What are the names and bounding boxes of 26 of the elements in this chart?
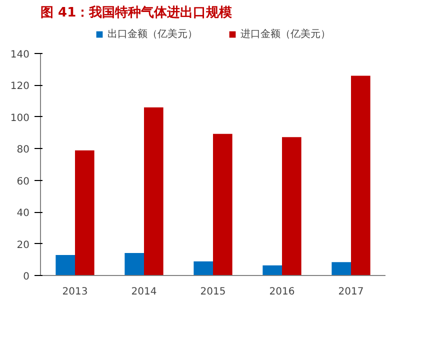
bar — [332, 262, 351, 276]
x-tick-label: 2015 — [200, 286, 226, 298]
bar — [75, 150, 94, 276]
bar — [194, 261, 213, 276]
legend-label: 出口金额（亿美元） — [108, 28, 198, 41]
y-tick-label: 20 — [16, 240, 30, 251]
y-tick-label: 100 — [10, 112, 30, 124]
legend-label: 进口金额（亿美元） — [240, 28, 330, 41]
x-tick-label: 2013 — [62, 286, 88, 298]
x-tick-label: 2014 — [131, 286, 157, 298]
y-tick-label: 80 — [16, 144, 30, 156]
chart-title: 图 41：我国特种气体进出口规模 — [40, 4, 232, 20]
bar — [144, 107, 164, 276]
y-tick-label: 60 — [16, 176, 30, 188]
bar — [56, 255, 75, 276]
y-tick-label: 120 — [10, 81, 30, 92]
bar — [213, 134, 232, 276]
bar — [282, 137, 302, 276]
x-tick-label: 2016 — [269, 286, 295, 298]
x-tick-label: 2017 — [338, 286, 364, 298]
bar — [124, 252, 144, 276]
bar — [351, 76, 370, 276]
y-tick-label: 0 — [23, 272, 30, 282]
y-tick-label: 40 — [16, 208, 30, 220]
y-tick-label: 140 — [10, 50, 30, 60]
bar — [262, 265, 282, 276]
